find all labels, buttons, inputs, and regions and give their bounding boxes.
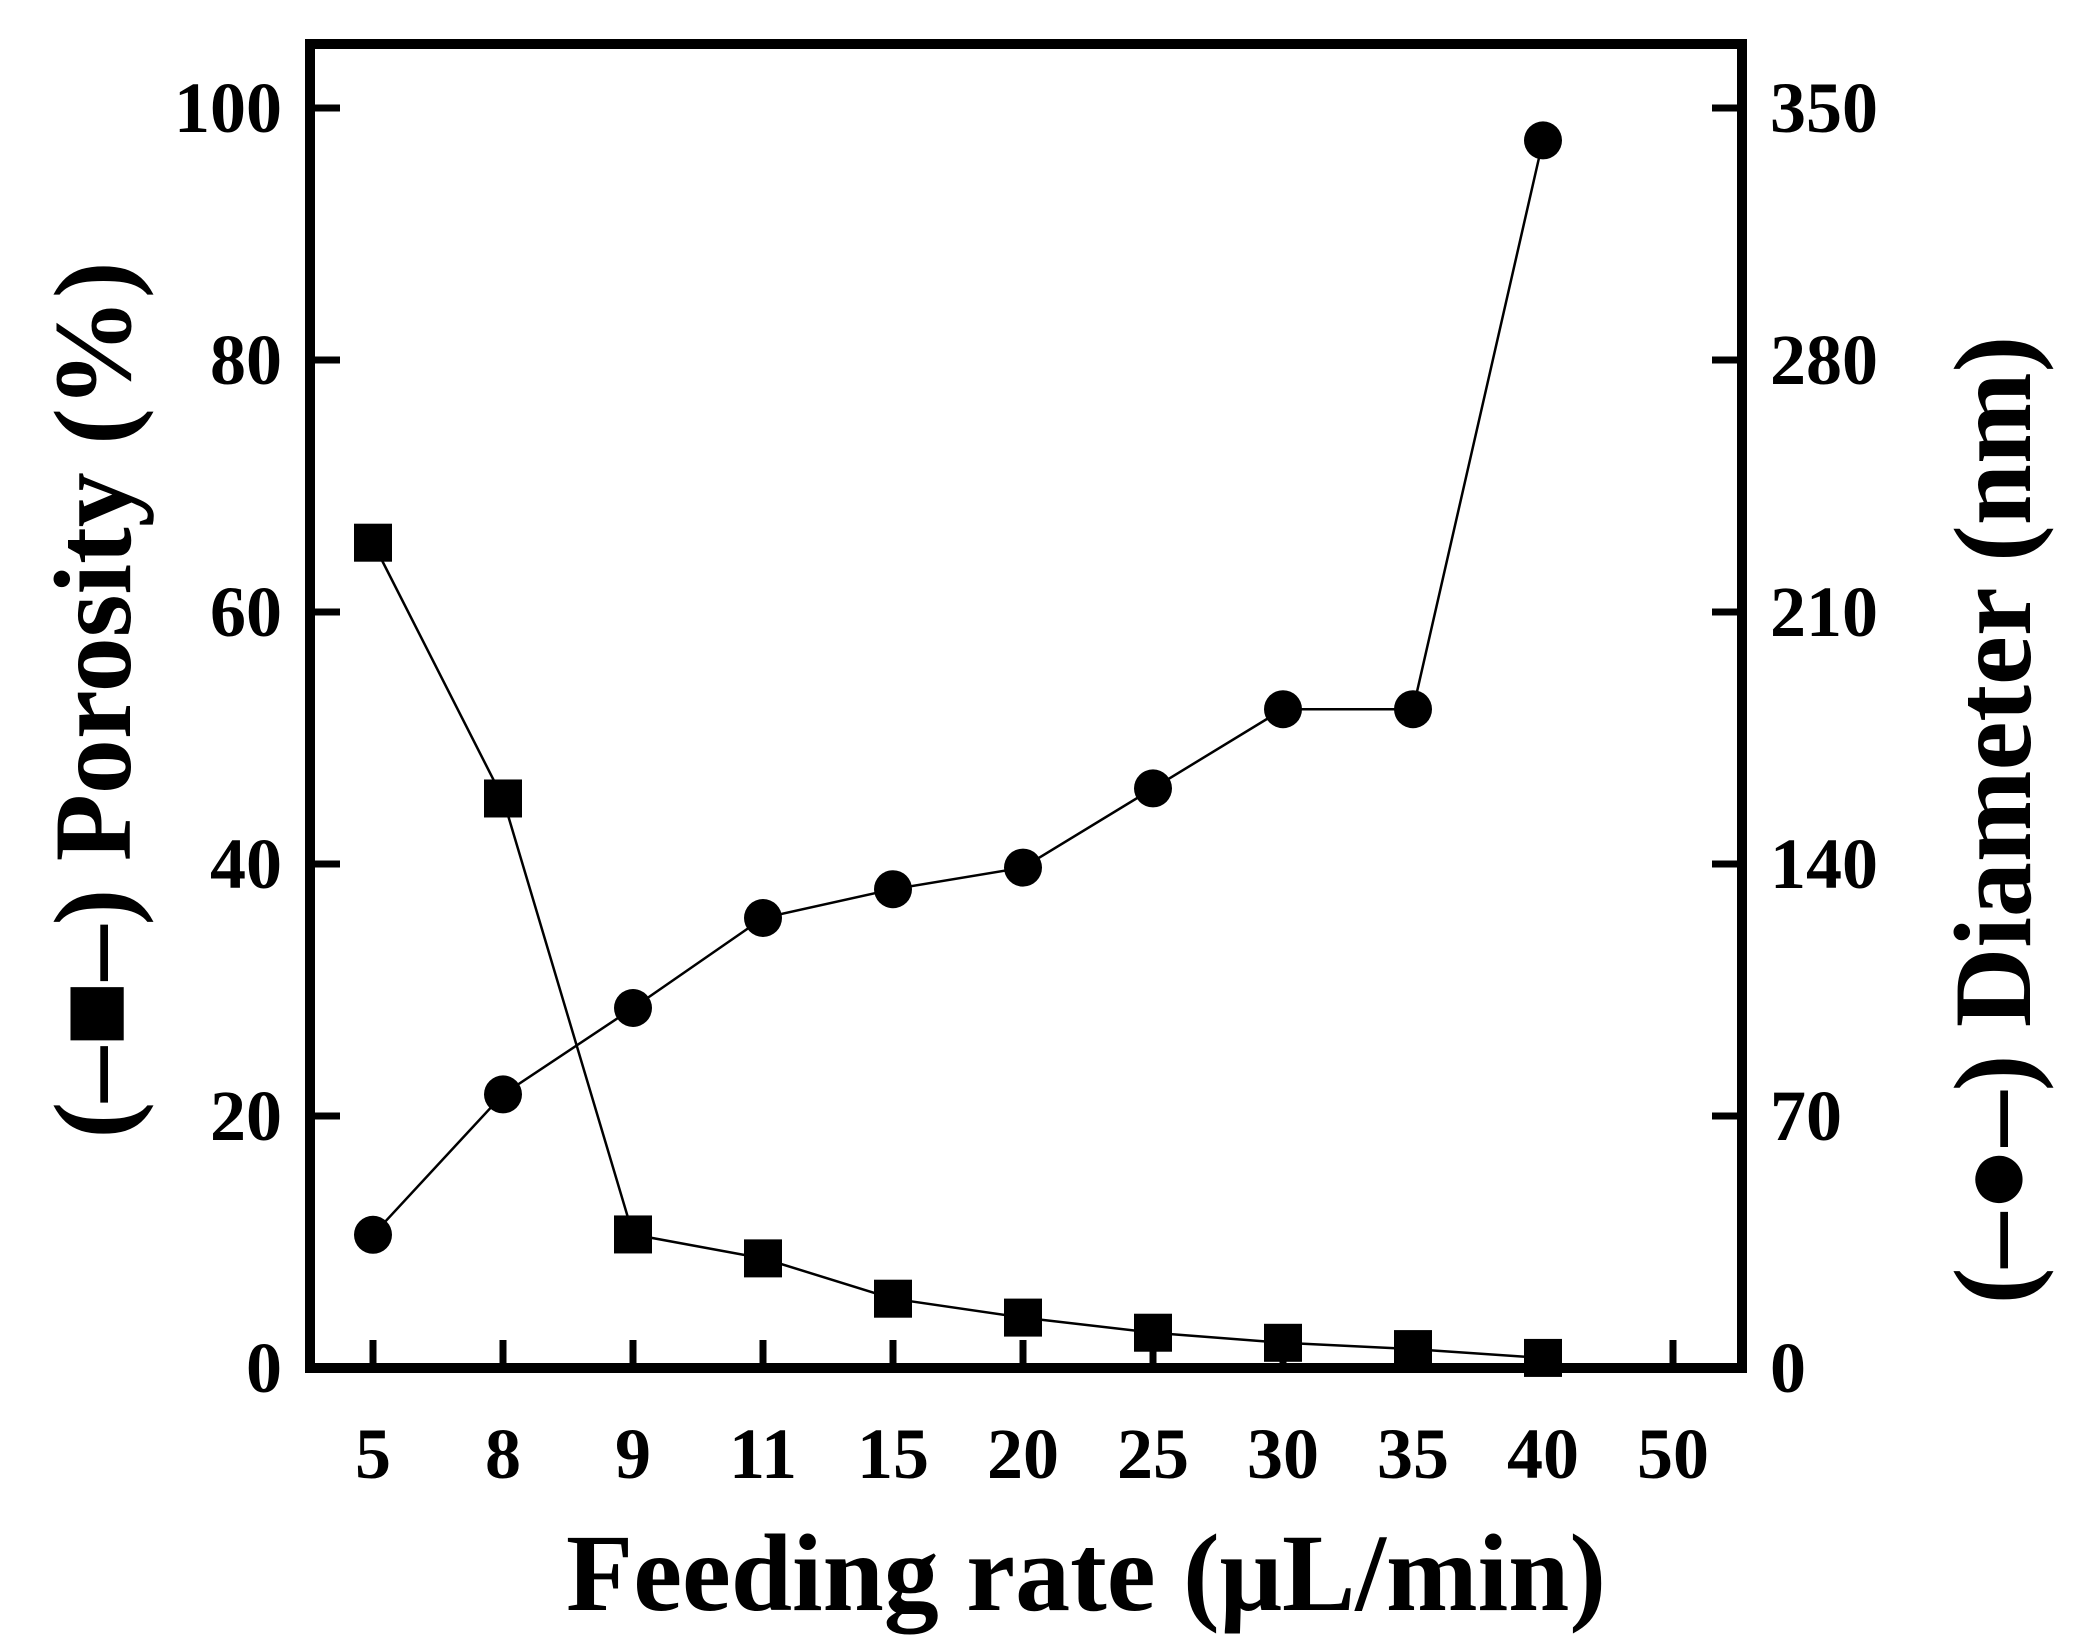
x-tick-label: 9 xyxy=(615,1414,651,1494)
data-point-circle xyxy=(484,1075,522,1114)
data-point-square xyxy=(1134,1313,1172,1352)
data-point-circle xyxy=(1134,769,1172,808)
y-right-tick-label: 140 xyxy=(1770,824,1878,904)
y-right-tick-label: 280 xyxy=(1770,320,1878,400)
y-left-axis-label-text: Porosity (%) xyxy=(32,262,154,862)
series-line-diameter xyxy=(372,140,1545,1236)
data-point-square xyxy=(354,523,392,562)
data-point-circle xyxy=(1394,690,1432,729)
y-right-tick-label: 0 xyxy=(1770,1328,1806,1408)
x-tick-label: 50 xyxy=(1637,1414,1709,1494)
y-left-tick-label: 20 xyxy=(210,1076,282,1156)
data-point-circle xyxy=(1264,690,1302,729)
x-tick-label: 35 xyxy=(1377,1414,1449,1494)
data-point-circle xyxy=(874,870,912,909)
x-axis-title: Feeding rate (μL/min) xyxy=(566,1512,1606,1634)
labels-group: 5 8 9 11 15 20 25 30 35 40 50 0 20 40 60 80 100 0 70 140 210… xyxy=(32,68,2054,1634)
x-tick-label: 40 xyxy=(1507,1414,1579,1494)
x-tick-label: 25 xyxy=(1117,1414,1189,1494)
data-point-circle xyxy=(1004,848,1042,887)
y-right-tick-label: 210 xyxy=(1770,572,1878,652)
data-point-circle xyxy=(1524,121,1562,160)
y-left-tick-label: 0 xyxy=(246,1328,282,1408)
data-point-circle xyxy=(744,899,782,937)
x-tick-label: 8 xyxy=(485,1414,521,1494)
ticks-group xyxy=(310,104,1742,1372)
y-left-tick-label: 40 xyxy=(210,824,282,904)
data-point-square xyxy=(1004,1298,1042,1337)
y-left-tick-label: 80 xyxy=(210,320,282,400)
y-left-tick-label: 100 xyxy=(174,68,282,148)
data-point-circle xyxy=(614,989,652,1027)
y-right-axis-title: (–●–) Diameter (nm) xyxy=(1932,336,2054,1305)
y-left-tick-label: 60 xyxy=(210,572,282,652)
plot-frame-group xyxy=(305,39,1747,1373)
data-point-square xyxy=(874,1279,912,1318)
x-tick-label: 15 xyxy=(857,1414,929,1494)
x-tick-label: 11 xyxy=(729,1414,797,1494)
y-left-axis-title-group: (–■–) Porosity (%) xyxy=(32,262,154,1139)
data-point-square xyxy=(1394,1330,1432,1369)
series-diameter xyxy=(354,121,1562,1254)
series-group xyxy=(354,121,1562,1377)
x-tick-label: 5 xyxy=(355,1414,391,1494)
y-left-axis-title: (–■–) Porosity (%) xyxy=(32,262,154,1139)
x-tick-label: 20 xyxy=(987,1414,1059,1494)
data-point-circle xyxy=(354,1215,392,1254)
y-right-axis-title-group: (–●–) Diameter (nm) xyxy=(1932,336,2054,1305)
data-point-square xyxy=(484,779,522,818)
legend-square-symbol: (–■–) xyxy=(32,861,154,1138)
data-point-square xyxy=(1524,1338,1562,1377)
series-porosity xyxy=(354,523,1562,1377)
y-right-tick-label: 350 xyxy=(1770,68,1878,148)
plot-frame xyxy=(305,39,1747,1373)
x-tick-label: 30 xyxy=(1247,1414,1319,1494)
data-point-square xyxy=(1264,1323,1302,1362)
data-point-square xyxy=(744,1239,782,1278)
data-point-square xyxy=(614,1215,652,1254)
y-right-tick-label: 70 xyxy=(1770,1076,1842,1156)
legend-circle-symbol: (–●–) xyxy=(1932,1027,2054,1304)
series-line-porosity xyxy=(371,542,1544,1360)
y-right-axis-label-text: Diameter (nm) xyxy=(1932,336,2054,1027)
